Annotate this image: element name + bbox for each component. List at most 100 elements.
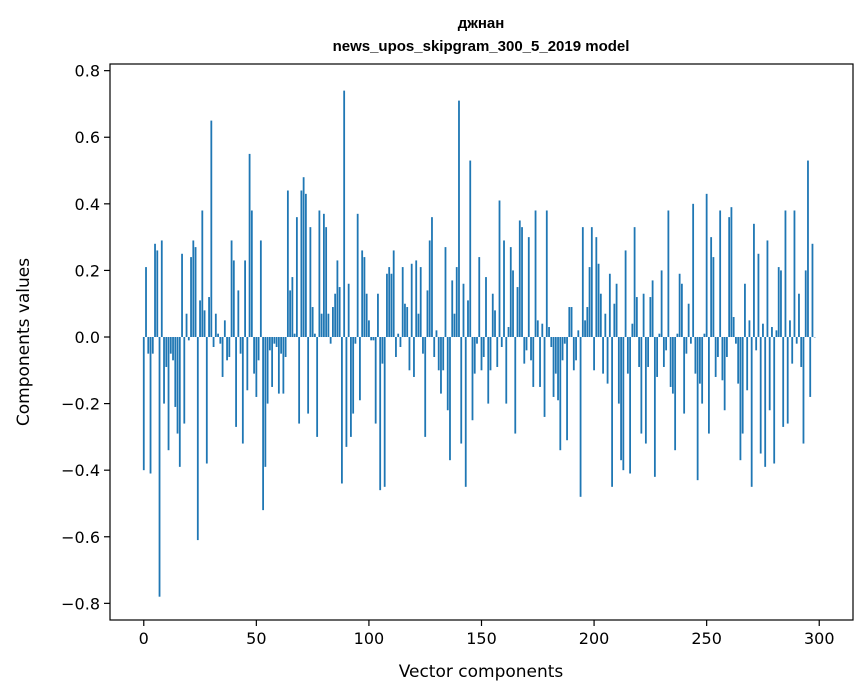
bar-component-224 <box>647 337 650 367</box>
bar-component-232 <box>665 337 668 351</box>
bar-component-256 <box>719 210 722 337</box>
bar-component-188 <box>566 337 568 441</box>
bar-component-238 <box>678 273 681 338</box>
bar-component-196 <box>584 320 586 338</box>
bar-component-88 <box>341 337 343 484</box>
bar-component-187 <box>563 337 566 344</box>
bar-component-102 <box>372 337 375 341</box>
bar-component-10 <box>165 337 168 367</box>
bar-component-48 <box>250 210 253 337</box>
bar-component-261 <box>730 207 733 337</box>
bar-component-253 <box>712 257 715 337</box>
y-tick-label: −0.2 <box>61 395 100 414</box>
bar-component-89 <box>343 90 346 337</box>
y-tick-label: 0.4 <box>75 195 100 214</box>
x-tick-label: 0 <box>139 629 149 648</box>
bar-component-195 <box>581 227 584 338</box>
bar-component-193 <box>577 330 580 338</box>
bar-component-264 <box>737 337 740 384</box>
bar-component-214 <box>624 250 627 337</box>
bar-component-158 <box>498 200 501 337</box>
bar-component-263 <box>735 337 737 344</box>
bar-component-32 <box>214 313 217 338</box>
bar-component-25 <box>199 300 201 337</box>
bar-component-194 <box>579 337 582 497</box>
y-tick-label: −0.8 <box>61 594 100 613</box>
bar-component-53 <box>262 337 264 511</box>
bar-component-41 <box>235 337 237 427</box>
bar-component-94 <box>354 337 357 344</box>
bar-component-226 <box>651 280 654 338</box>
bar-component-12 <box>169 337 172 354</box>
bar-component-262 <box>732 317 735 338</box>
bar-component-51 <box>257 337 260 361</box>
bar-component-295 <box>807 160 809 338</box>
bar-component-286 <box>786 337 789 424</box>
bar-component-22 <box>192 240 195 338</box>
y-axis-ticks: −0.8 −0.6 −0.4 −0.2 0.0 0.2 0.4 0.6 0.8 <box>61 62 110 613</box>
bar-component-43 <box>239 337 242 354</box>
bar-component-285 <box>784 210 787 337</box>
bar-component-77 <box>316 337 319 437</box>
bar-component-274 <box>759 337 762 454</box>
bar-component-125 <box>424 337 427 437</box>
bar-component-63 <box>284 337 287 357</box>
bar-component-259 <box>726 337 728 357</box>
bar-component-44 <box>241 337 244 444</box>
bar-component-78 <box>318 210 321 337</box>
bar-component-167 <box>518 220 521 338</box>
bar-component-239 <box>680 283 683 338</box>
bar-component-112 <box>395 337 397 357</box>
bar-component-76 <box>313 333 316 338</box>
bar-component-95 <box>356 213 359 338</box>
bar-component-49 <box>253 337 255 374</box>
bar-component-271 <box>753 223 755 338</box>
bar-component-183 <box>554 337 557 374</box>
bar-component-210 <box>615 283 618 338</box>
bar-component-28 <box>205 337 208 464</box>
bar-component-219 <box>635 297 638 337</box>
x-tick-label: 100 <box>354 629 385 648</box>
bar-component-255 <box>717 337 719 357</box>
bar-component-30 <box>210 120 213 338</box>
chart-title: джнан <box>458 15 505 32</box>
bar-component-131 <box>437 337 440 371</box>
bar-component-146 <box>471 337 474 421</box>
bar-component-159 <box>500 337 503 347</box>
bar-component-123 <box>419 267 422 338</box>
bar-component-67 <box>293 333 296 338</box>
bar-component-111 <box>392 250 395 337</box>
bar-component-185 <box>559 337 562 451</box>
bar-component-85 <box>334 293 337 337</box>
bar-component-152 <box>485 277 487 338</box>
bar-component-110 <box>390 273 393 338</box>
bar-component-108 <box>386 273 388 338</box>
bar-component-216 <box>629 337 631 474</box>
y-tick-label: −0.4 <box>61 461 100 480</box>
bar-component-72 <box>304 193 307 337</box>
bar-component-258 <box>723 337 726 411</box>
bar-component-206 <box>606 337 609 384</box>
bar-component-169 <box>523 337 526 364</box>
bar-component-38 <box>228 337 231 357</box>
bar-component-128 <box>431 217 433 338</box>
bar-component-40 <box>232 260 235 337</box>
bar-component-225 <box>649 297 652 337</box>
bar-component-135 <box>446 337 449 411</box>
bar-component-178 <box>543 337 546 417</box>
bar-component-244 <box>692 203 695 337</box>
bar-component-296 <box>809 337 812 397</box>
bar-component-109 <box>388 267 391 338</box>
chart-subtitle: news_upos_skipgram_300_5_2019 model <box>333 38 630 55</box>
bar-component-13 <box>172 337 174 361</box>
bar-component-191 <box>572 337 575 371</box>
bar-component-171 <box>527 237 530 338</box>
bar-component-24 <box>196 337 199 541</box>
bar-component-186 <box>561 337 564 361</box>
bar-component-227 <box>653 337 656 477</box>
bar-component-281 <box>775 330 778 338</box>
bar-component-175 <box>536 320 539 338</box>
bar-component-132 <box>440 337 442 394</box>
bar-component-27 <box>203 310 206 337</box>
bar-component-143 <box>464 337 467 487</box>
